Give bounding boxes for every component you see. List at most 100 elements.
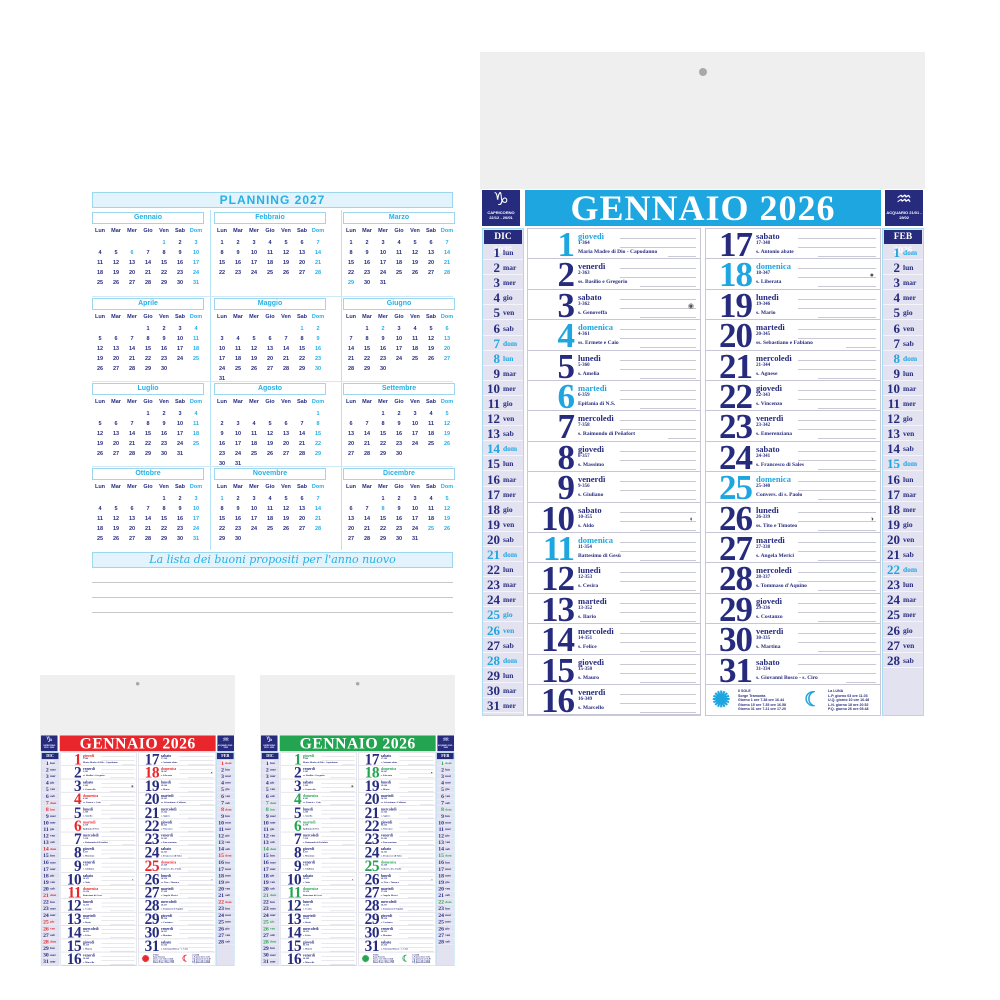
day-number: 24 xyxy=(364,843,380,862)
day-row: 14 mercoledì 14-351 s. Felice xyxy=(61,923,137,941)
month-name: Agosto xyxy=(214,383,326,395)
side-day-number: 1 xyxy=(221,759,224,767)
side-day: 7 sab xyxy=(883,336,923,351)
writing-line[interactable] xyxy=(92,612,453,613)
date-cell: 10 xyxy=(192,250,200,256)
day-number: 14 xyxy=(66,923,82,941)
day-row: 30 venerdì 30-335 s. Martina xyxy=(138,925,216,940)
side-day: 10 mar xyxy=(436,819,455,826)
side-day-number: 16 xyxy=(487,471,500,487)
note-line xyxy=(620,307,696,309)
day-saint: s. Mario xyxy=(160,787,170,791)
day-number: 26 xyxy=(719,498,753,538)
day-of-year: 9-356 xyxy=(578,484,590,490)
day-weekday: domenica xyxy=(756,474,791,485)
side-day-weekday: ven xyxy=(903,323,915,333)
day-row: 22 giovedì 22-343 s. Vincenzo xyxy=(706,379,880,414)
side-day-weekday: ven xyxy=(225,886,231,891)
side-day-weekday: lun xyxy=(50,946,55,950)
day-number: 11 xyxy=(542,529,575,568)
note-line xyxy=(620,277,696,279)
side-day: 6 ven xyxy=(216,793,235,800)
note-line xyxy=(620,368,696,370)
side-day-number: 23 xyxy=(487,577,500,593)
weekday-header: Ven xyxy=(281,314,291,320)
date-cell: 27 xyxy=(298,270,306,276)
side-day-number: 9 xyxy=(493,365,501,381)
day-of-year: 17-348 xyxy=(160,757,168,760)
side-day: 24 mer xyxy=(41,912,59,919)
side-day-number: 28 xyxy=(218,938,224,945)
sun-row: Giorno 15 ore 7.35 ore 16.58 xyxy=(153,960,175,962)
day-weekday: mercoledì xyxy=(756,352,792,363)
side-day-number: 20 xyxy=(887,531,900,547)
days-column-1: 1 giovedì 1-364 Maria Madre di Dio - Capoda… xyxy=(60,752,137,967)
date-cell: 28 xyxy=(314,526,322,532)
day-weekday: lunedì xyxy=(380,873,391,878)
day-of-year: 26-339 xyxy=(160,877,168,880)
writing-line[interactable] xyxy=(92,582,453,583)
side-day: 5 gio xyxy=(216,786,235,793)
side-day-weekday: dom xyxy=(50,893,57,898)
day-row: 16 venerdì 16-349 s. Marcello xyxy=(281,951,357,967)
weekday-header: Dom xyxy=(311,484,325,490)
side-day-number: 31 xyxy=(43,957,49,965)
day-of-year: 31-334 xyxy=(756,666,771,672)
day-row: 3 sabato 3-362 s. Genoveffa ◉ xyxy=(528,288,700,323)
side-day: 20 sab xyxy=(41,885,59,892)
note-line xyxy=(620,694,696,695)
day-saint: ss. Basilio e Gregorio xyxy=(302,774,325,778)
day-of-year: 12-353 xyxy=(578,575,593,581)
side-day-weekday: ven xyxy=(270,926,276,931)
side-day-number: 24 xyxy=(438,911,444,919)
date-cell: 26 xyxy=(250,366,258,372)
date-cell: 20 xyxy=(443,346,451,352)
weekday-header: Sab xyxy=(425,399,437,405)
sun-times: Il SOLE Sorge Tramonta Giorno 1 ore 7.38 o… xyxy=(738,689,786,712)
side-day: 3 mar xyxy=(216,773,235,780)
side-day-number: 26 xyxy=(218,924,224,932)
date-cell: 18 xyxy=(266,260,274,266)
day-weekday: sabato xyxy=(380,939,392,945)
side-day-number: 6 xyxy=(45,792,49,800)
side-day-number: 25 xyxy=(887,607,900,623)
date-cell: 27 xyxy=(298,526,306,532)
date-cell: 16 xyxy=(234,260,242,266)
date-cell: 22 xyxy=(160,270,168,276)
weekday-header: Gio xyxy=(394,314,404,320)
weekday-header: Mer xyxy=(127,399,137,405)
date-cell: 3 xyxy=(252,496,256,502)
month-name: Luglio xyxy=(92,383,204,395)
date-cell: 13 xyxy=(298,506,306,512)
day-saint: s. Mario xyxy=(380,787,390,791)
date-cell: 14 xyxy=(347,346,355,352)
writing-line[interactable] xyxy=(92,597,453,598)
side-day-weekday: lun xyxy=(270,853,275,858)
side-day-number: 19 xyxy=(43,878,49,886)
date-cell: 1 xyxy=(162,496,166,502)
day-weekday: domenica xyxy=(82,886,99,891)
date-cell: 23 xyxy=(218,451,226,457)
date-cell: 15 xyxy=(314,431,322,437)
side-day: 31 mer xyxy=(41,958,59,965)
side-day: 10 mer xyxy=(41,819,59,826)
day-saint: s. Genoveffa xyxy=(302,787,316,791)
day-saint: ss. Ermete e Caio xyxy=(578,340,619,347)
side-day-weekday: mer xyxy=(50,959,56,964)
day-number: 4 xyxy=(293,790,302,808)
side-day-number: 26 xyxy=(263,924,269,932)
side-day-number: 8 xyxy=(493,350,501,366)
day-number: 15 xyxy=(286,937,302,955)
day-of-year: 11-354 xyxy=(578,545,592,550)
note-line xyxy=(620,551,696,552)
date-cell: 13 xyxy=(112,346,120,352)
side-day-number: 24 xyxy=(263,911,269,919)
date-cell: 30 xyxy=(395,451,403,457)
sun-row: Giorno 31 ore 7.21 ore 17.20 xyxy=(738,707,786,712)
side-day: 27 ven xyxy=(436,931,455,939)
side-day: 18 gio xyxy=(483,502,523,517)
side-day: 24 mar xyxy=(883,592,923,608)
day-saint: s. Agnese xyxy=(160,814,171,818)
day-saint: s. Massimo xyxy=(82,854,95,858)
day-of-year: 1-364 xyxy=(82,757,89,760)
